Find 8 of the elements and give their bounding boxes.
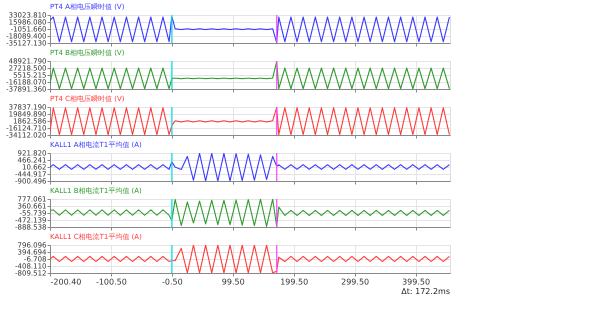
x-tick-label: -0.50 <box>162 278 183 286</box>
x-tick-label: -100.50 <box>96 278 127 286</box>
text: Δt: 172.2ms <box>401 287 450 296</box>
x-tick-label: 399.50 <box>402 278 430 286</box>
x-tick-label: -200.40 <box>50 278 82 286</box>
x-tick-label: 99.50 <box>222 278 245 286</box>
x-tick-label: 199.50 <box>280 278 308 286</box>
x-tick-label: 299.50 <box>341 278 370 286</box>
